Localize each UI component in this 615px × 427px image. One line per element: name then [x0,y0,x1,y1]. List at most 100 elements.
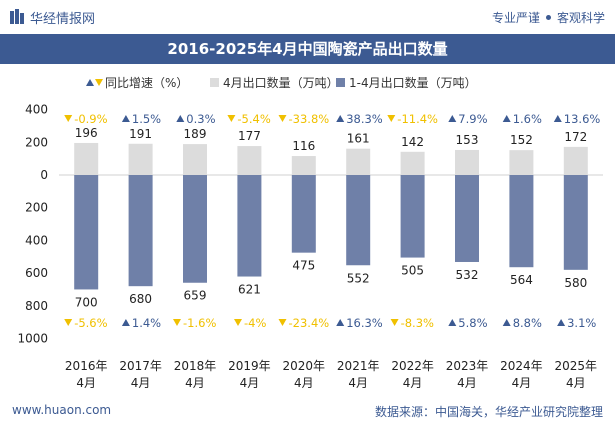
legend-label-series: 1-4月出口数量（万吨） [349,75,477,90]
data-source: 数据来源：中国海关，华经产业研究院整理 [374,405,603,419]
yoy-april-label: 7.9% [458,112,487,126]
yoy-april-up-triangle-icon [336,115,345,122]
value-label-april: 161 [347,132,370,146]
bar-cumulative [128,175,153,287]
yoy-april-down-triangle-icon [278,115,287,122]
yoy-cumulative-down-triangle-icon [278,319,287,326]
yoy-cumulative-label: 3.1% [567,316,596,330]
yoy-april-up-triangle-icon [176,115,185,122]
bar-april [400,151,425,175]
bar-cumulative [400,175,425,258]
bar-april [74,142,99,175]
x-tick-label-month: 4月 [240,376,260,390]
legend-label-series: 4月出口数量（万吨） [223,75,339,90]
value-label-cumulative: 475 [292,259,315,273]
yoy-april-label: 1.6% [513,112,542,126]
legend-marker-down-triangle [95,79,103,86]
yoy-cumulative-up-triangle-icon [448,319,457,326]
yoy-april-down-triangle-icon [227,115,236,122]
legend: 同比增速（%） 4月出口数量（万吨） 1-4月出口数量（万吨） [86,75,477,90]
footer: www.huaon.com 数据来源：中国海关，华经产业研究院整理 [0,398,615,427]
value-label-cumulative: 680 [129,292,152,306]
yoy-cumulative-label: -4% [244,316,266,330]
bar-cumulative [455,175,479,262]
legend-label-yoy: 同比增速（%） [105,76,188,90]
y-tick-label: 200 [25,135,48,149]
separator-dot-icon [545,15,551,20]
value-label-april: 196 [75,126,98,140]
y-tick-label: 1000 [17,332,48,346]
yoy-cumulative-label: -5.6% [74,316,107,330]
bar-cumulative [509,175,534,268]
x-tick-label-year: 2017年 [119,359,162,373]
yoy-cumulative-label: -8.3% [401,316,434,330]
bar-april [455,149,479,175]
yoy-cumulative-up-triangle-icon [502,319,511,326]
bar-april [237,146,262,175]
x-tick-label-year: 2021年 [337,359,380,373]
yoy-cumulative-label: 1.4% [132,316,161,330]
yoy-april-label: 1.5% [132,112,161,126]
x-tick-label-year: 2019年 [228,359,271,373]
y-tick-label: 0 [40,168,48,182]
value-label-cumulative: 580 [564,276,587,290]
x-tick-label-month: 4月 [185,376,205,390]
bar-cumulative [346,175,371,266]
x-tick-label-year: 2020年 [283,359,326,373]
x-tick-label-month: 4月 [403,376,423,390]
yoy-april-label: 13.6% [564,112,601,126]
value-label-april: 152 [510,133,533,147]
yoy-cumulative-up-triangle-icon [336,319,345,326]
bar-april [128,143,153,175]
yoy-april-label: -0.9% [74,112,107,126]
yoy-cumulative-label: -23.4% [289,316,330,330]
yoy-cumulative-down-triangle-icon [173,319,181,326]
x-tick-label-month: 4月 [457,376,477,390]
yoy-april-label: -11.4% [397,112,438,126]
x-tick-label-year: 2024年 [500,359,543,373]
plot-area: 196 700 -0.9% -5.6% 191 680 1.5% 1.4% 189 659 0.3%… [64,112,600,330]
legend-marker-up-triangle [86,79,94,86]
yoy-april-up-triangle-icon [502,115,511,122]
value-label-april: 191 [129,127,152,141]
value-label-april: 189 [184,127,207,141]
value-label-april: 172 [564,130,587,144]
value-label-cumulative: 621 [238,283,261,297]
bar-april [291,156,316,175]
slogan: 专业严谨 客观科学 [492,9,605,26]
value-label-april: 177 [238,129,261,143]
value-label-cumulative: 505 [401,264,424,278]
website-link[interactable]: www.huaon.com [12,403,112,417]
x-tick-label-year: 2022年 [391,359,434,373]
x-axis: 2016年 4月 2017年 4月 2018年 4月 2019年 4月 2020年 4月 2021年… [65,359,597,390]
yoy-cumulative-label: 5.8% [458,316,487,330]
x-tick-label-month: 4月 [76,376,96,390]
y-tick-label: 800 [25,299,48,313]
bar-cumulative [237,175,262,277]
x-tick-label-year: 2025年 [555,359,598,373]
bar-april [509,150,534,175]
yoy-cumulative-label: -1.6% [183,316,216,330]
yoy-april-label: -33.8% [289,112,330,126]
top-bar: 华经情报网 专业严谨 客观科学 [0,0,615,34]
y-tick-label: 200 [25,201,48,215]
chart: 同比增速（%） 4月出口数量（万吨） 1-4月出口数量（万吨） 400 200 0 200… [17,75,603,390]
value-label-cumulative: 552 [347,271,370,285]
yoy-april-up-triangle-icon [121,115,130,122]
brand-logo-icon [10,9,24,24]
value-label-cumulative: 659 [184,289,207,303]
x-tick-label-month: 4月 [566,376,586,390]
brand-name: 华经情报网 [30,12,96,27]
x-tick-label-month: 4月 [512,376,532,390]
yoy-cumulative-label: 8.8% [513,316,542,330]
yoy-cumulative-down-triangle-icon [234,319,242,326]
bar-cumulative [183,175,207,283]
yoy-april-down-triangle-icon [64,115,73,122]
value-label-april: 142 [401,135,424,149]
bar-april [183,144,207,175]
yoy-april-up-triangle-icon [553,115,562,122]
legend-marker-square [336,78,345,87]
y-tick-label: 400 [25,233,48,247]
slogan-right: 客观科学 [556,11,605,25]
x-tick-label-year: 2023年 [446,359,489,373]
